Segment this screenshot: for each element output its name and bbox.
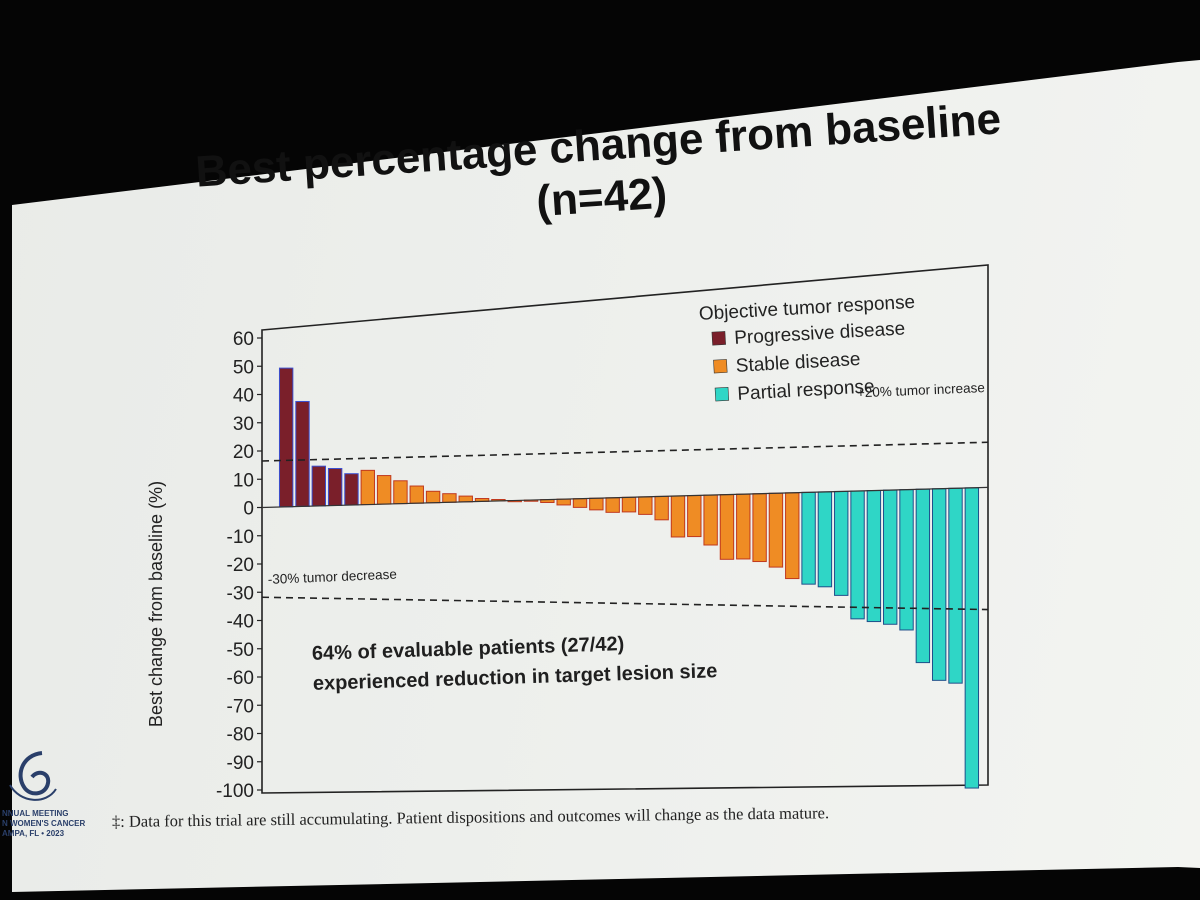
bar [801, 491, 816, 585]
reference-label: +20% tumor increase [857, 380, 985, 400]
bar [883, 489, 898, 625]
plot-frame [261, 264, 989, 794]
bar [376, 475, 392, 505]
bar [670, 495, 686, 538]
bar [850, 490, 865, 620]
bar [589, 497, 604, 511]
y-tick-label: -90 [227, 753, 254, 774]
y-tick-label: 40 [233, 386, 254, 407]
bar [393, 480, 408, 505]
bar [687, 495, 702, 538]
bar [344, 473, 359, 506]
reference-line [261, 596, 989, 611]
bar [817, 491, 833, 588]
bar [719, 494, 735, 560]
bar [931, 488, 947, 681]
y-tick-label: -80 [227, 725, 254, 746]
y-tick-label: -50 [227, 640, 254, 661]
zero-line [261, 486, 989, 509]
bar [768, 492, 784, 568]
bar [948, 487, 963, 684]
logo-line-1: NNUAL MEETING [2, 809, 69, 818]
plot-area: 60 50 40 30 20 10 0 -10 -20 -30 -40 -50 -60 -70 -80 -90… [146, 264, 989, 802]
annotation: 64% of evaluable patients (27/42)experie… [312, 633, 718, 695]
bar [736, 493, 751, 560]
y-tick-label: 20 [233, 442, 254, 463]
bar [295, 400, 310, 507]
reference-line [261, 441, 989, 462]
y-axis-title: Best change from baseline (%) [146, 481, 166, 727]
y-tick-label: 50 [233, 357, 254, 378]
y-tick-label: 10 [233, 470, 254, 491]
y-tick-label: -60 [227, 668, 254, 689]
y-tick-label: 60 [233, 329, 254, 350]
logo-line-3: AMPA, FL • 2023 [2, 829, 65, 838]
y-tick-label: -30 [227, 583, 254, 604]
sgo-logo-text: NNUAL MEETING N WOMEN'S CANCER AMPA, FL … [2, 809, 112, 839]
bar [442, 493, 457, 503]
y-tick-label: -40 [227, 612, 254, 633]
bar [964, 487, 980, 789]
y-tick-label: -100 [216, 781, 254, 802]
bar [605, 497, 620, 513]
bar [915, 488, 931, 664]
bar [556, 498, 571, 506]
y-tick-label: 0 [243, 499, 254, 520]
logo-line-2: N WOMEN'S CANCER [2, 819, 86, 828]
bar [621, 496, 637, 513]
bar [360, 469, 375, 506]
legend-label: Partial response [737, 376, 875, 405]
bar [278, 367, 294, 508]
legend-swatch [714, 387, 730, 402]
y-tick-label: -10 [227, 527, 254, 548]
bar [458, 495, 473, 503]
y-tick-label: -20 [227, 555, 254, 576]
bar [572, 498, 588, 508]
bar [834, 490, 849, 596]
reference-label: -30% tumor decrease [267, 567, 397, 587]
bar [866, 490, 882, 623]
y-tick-label: -70 [227, 696, 254, 717]
bar [327, 468, 343, 506]
legend-swatch [711, 331, 726, 346]
bar [311, 465, 327, 507]
y-tick-label: 30 [233, 414, 254, 435]
sgo-logo-icon [9, 751, 57, 801]
bar [654, 495, 669, 521]
bar [638, 496, 653, 515]
bar [425, 490, 441, 504]
bar [752, 493, 767, 563]
annotation-line1: 64% of evaluable patients (27/42) [312, 633, 625, 665]
legend-label: Stable disease [735, 349, 861, 377]
annotation-line2: experienced reduction in target lesion s… [313, 660, 718, 695]
legend-swatch [713, 359, 728, 374]
sgo-logo: NNUAL MEETING N WOMEN'S CANCER AMPA, FL … [2, 745, 102, 865]
bar [409, 485, 424, 504]
bar [785, 492, 800, 580]
legend-label: Progressive disease [734, 318, 906, 349]
bar [703, 494, 718, 546]
